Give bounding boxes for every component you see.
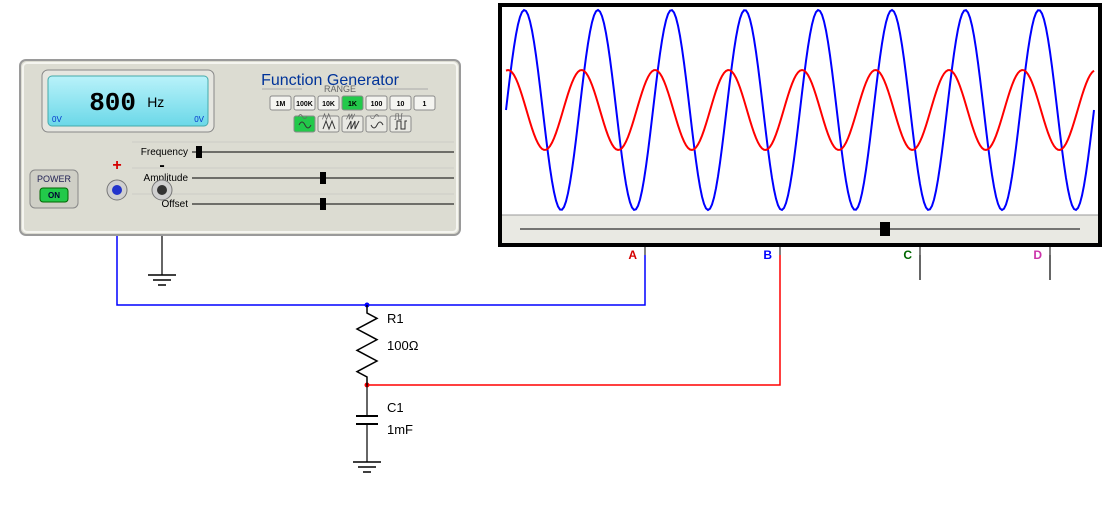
svg-text:POWER: POWER <box>37 174 72 184</box>
terminal-plug <box>112 185 122 195</box>
probe-label-C: C <box>903 248 912 262</box>
wire-node-b <box>367 255 780 385</box>
probe-label-D: D <box>1033 248 1042 262</box>
slider-thumb-amplitude[interactable] <box>320 172 326 184</box>
svg-text:ON: ON <box>48 191 60 200</box>
svg-text:100K: 100K <box>296 101 313 108</box>
svg-text:1M: 1M <box>276 101 286 108</box>
slider-thumb-offset[interactable] <box>320 198 326 210</box>
capacitor-value: 1mF <box>387 422 413 437</box>
terminal-plug <box>157 185 167 195</box>
svg-text:+: + <box>112 157 121 174</box>
probe-label-B: B <box>763 248 772 262</box>
slider-thumb-frequency[interactable] <box>196 146 202 158</box>
svg-text:0V: 0V <box>52 115 62 124</box>
display-unit: Hz <box>147 94 164 110</box>
svg-text:-: - <box>159 157 164 174</box>
probe-label-A: A <box>628 248 637 262</box>
svg-text:1: 1 <box>423 101 427 108</box>
svg-text:RANGE: RANGE <box>324 84 356 94</box>
svg-text:10K: 10K <box>322 101 335 108</box>
waveform-glyph-4 <box>395 121 407 129</box>
svg-text:1K: 1K <box>348 101 357 108</box>
svg-text:10: 10 <box>397 101 405 108</box>
scope-frame <box>500 5 1100 245</box>
svg-text:0V: 0V <box>194 115 204 124</box>
display-value: 800 <box>89 88 136 118</box>
capacitor-name: C1 <box>387 400 404 415</box>
svg-text:Offset: Offset <box>162 199 189 210</box>
resistor-name: R1 <box>387 311 404 326</box>
waveform-button-3[interactable] <box>366 116 387 132</box>
scope-scroll-thumb[interactable] <box>880 222 890 236</box>
svg-text:100: 100 <box>371 101 383 108</box>
resistor-value: 100Ω <box>387 338 419 353</box>
waveform-button-1[interactable] <box>318 116 339 132</box>
resistor-r1 <box>357 305 377 385</box>
